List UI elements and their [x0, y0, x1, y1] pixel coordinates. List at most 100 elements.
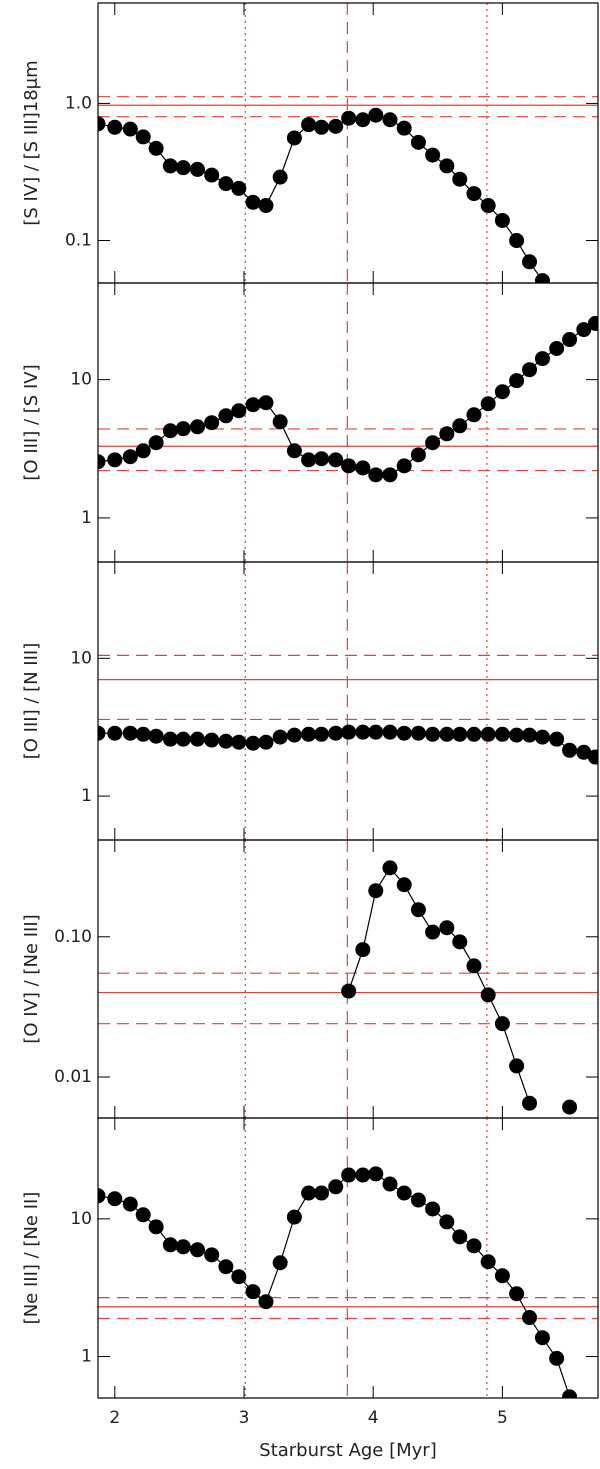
data-point — [494, 1016, 510, 1032]
data-point — [562, 1099, 578, 1115]
data-point — [425, 924, 441, 940]
series-line — [98, 1173, 571, 1397]
data-point — [301, 1185, 317, 1201]
data-point — [509, 233, 525, 249]
data-point — [355, 460, 371, 476]
data-point — [218, 1259, 234, 1275]
data-point — [355, 724, 371, 740]
data-point — [355, 112, 371, 128]
plot-frame — [97, 282, 599, 563]
plot-area — [98, 562, 598, 840]
data-point — [245, 1284, 261, 1300]
data-point — [410, 134, 426, 150]
data-point — [439, 920, 455, 936]
data-point — [396, 120, 412, 136]
data-point — [425, 726, 441, 742]
data-point — [396, 1185, 412, 1201]
plot-area — [98, 840, 598, 1118]
data-point — [480, 987, 496, 1003]
data-point — [439, 1214, 455, 1230]
data-point — [382, 467, 398, 483]
data-point — [368, 1166, 384, 1182]
y-tick-label: 0.01 — [54, 1067, 92, 1087]
data-point — [189, 161, 205, 177]
data-point — [272, 169, 288, 185]
data-point — [286, 130, 302, 146]
data-point — [258, 734, 274, 750]
plot-area — [98, 3, 598, 283]
data-point — [534, 729, 550, 745]
data-point — [162, 158, 178, 174]
data-point — [522, 362, 538, 378]
data-point — [245, 397, 261, 413]
data-point — [301, 117, 317, 133]
y-tick-label: 10 — [70, 648, 92, 668]
data-point — [466, 958, 482, 974]
plot-frame — [97, 839, 599, 1119]
y-tick-label: 1 — [81, 786, 92, 806]
data-point — [328, 1179, 344, 1195]
data-point — [534, 1330, 550, 1346]
data-point — [98, 454, 106, 470]
data-point — [341, 110, 357, 126]
data-point — [328, 452, 344, 468]
data-point — [135, 1207, 151, 1223]
data-point — [439, 426, 455, 442]
data-point — [107, 452, 123, 468]
plot-area — [98, 283, 598, 562]
data-point — [452, 1229, 468, 1245]
data-point — [135, 726, 151, 742]
data-point — [410, 902, 426, 918]
data-point — [204, 1247, 220, 1263]
data-point — [494, 726, 510, 742]
data-point — [576, 744, 592, 760]
y-axis-label: [S IV] / [S III]18μm — [21, 60, 42, 225]
data-point — [425, 435, 441, 451]
data-point — [189, 1242, 205, 1258]
data-point — [522, 1095, 538, 1111]
data-point — [107, 1191, 123, 1207]
y-tick-label: 1 — [81, 1347, 92, 1367]
data-point — [122, 449, 138, 465]
y-axis-label: [O III] / [N III] — [21, 643, 42, 760]
data-point — [466, 407, 482, 423]
data-point — [135, 129, 151, 145]
data-point — [480, 726, 496, 742]
data-point — [175, 1239, 191, 1255]
data-point — [301, 452, 317, 468]
data-point — [122, 725, 138, 741]
data-point — [314, 119, 330, 135]
data-point — [368, 724, 384, 740]
data-point — [218, 408, 234, 424]
data-point — [148, 1219, 164, 1235]
data-point — [549, 1350, 565, 1366]
data-point — [396, 877, 412, 893]
data-point — [148, 140, 164, 156]
data-point — [439, 158, 455, 174]
data-point — [439, 726, 455, 742]
data-point — [272, 729, 288, 745]
y-axis-label: [O III] / [S IV] — [21, 364, 42, 480]
data-point — [258, 198, 274, 214]
panel: 1.0 0.1 [S IV] / [S III]18μm — [21, 2, 599, 284]
data-point — [286, 443, 302, 459]
data-point — [587, 315, 598, 331]
data-point — [494, 1268, 510, 1284]
data-point — [522, 727, 538, 743]
data-point — [452, 726, 468, 742]
data-point — [382, 1176, 398, 1192]
data-point — [576, 322, 592, 338]
data-point — [175, 160, 191, 176]
data-point — [396, 458, 412, 474]
data-point — [231, 180, 247, 196]
data-point — [162, 423, 178, 439]
data-point — [341, 983, 357, 999]
y-tick-label: 0.1 — [65, 231, 92, 251]
series-line — [349, 868, 570, 1107]
data-point — [341, 458, 357, 474]
panel: 0.10 0.01 [O IV] / [Ne III] — [21, 839, 599, 1119]
data-point — [522, 1310, 538, 1326]
data-point — [509, 373, 525, 389]
data-point — [301, 726, 317, 742]
y-axis-label: [Ne III] / [Ne II] — [21, 1192, 42, 1325]
